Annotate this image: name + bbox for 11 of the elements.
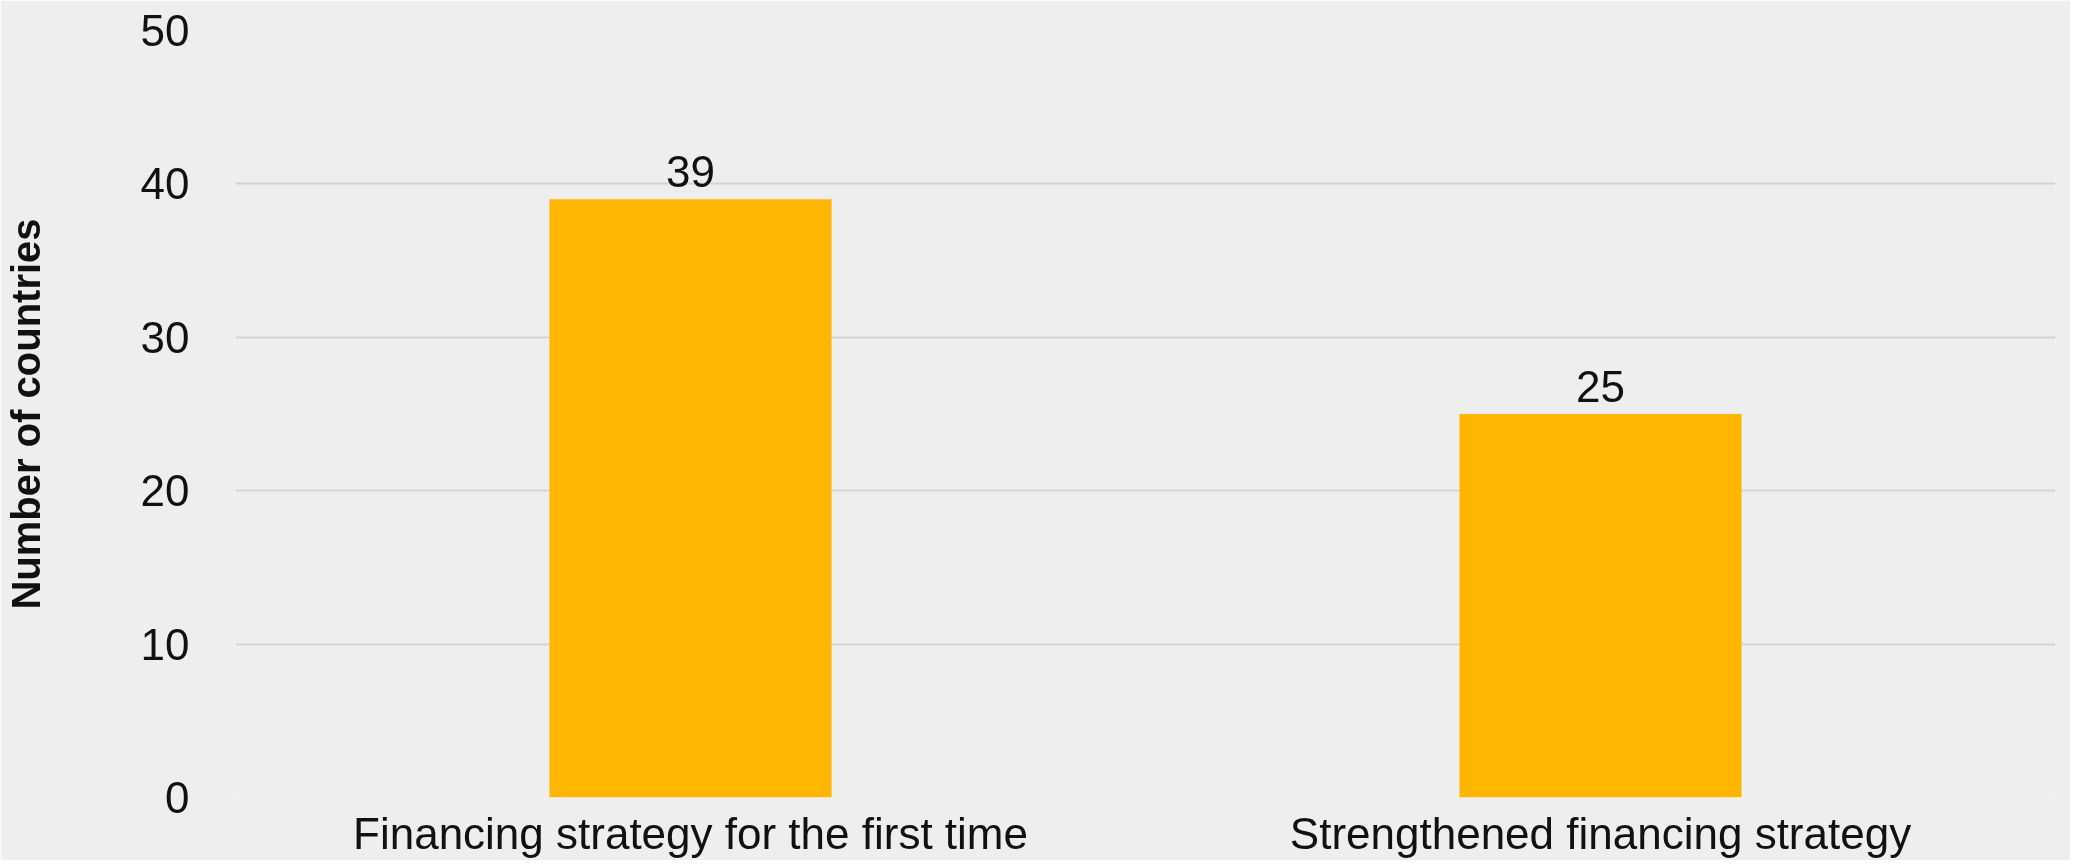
x-tick-label: Financing strategy for the first time — [353, 808, 1028, 858]
y-tick-label: 20 — [140, 466, 190, 516]
y-tick-label: 30 — [140, 312, 190, 362]
x-tick-label: Strengthened financing strategy — [1289, 808, 1912, 858]
y-tick-label: 40 — [140, 159, 190, 209]
y-tick-label: 50 — [140, 6, 190, 55]
y-axis-title: Number of countries — [3, 218, 48, 610]
data-label: 39 — [666, 147, 715, 197]
y-tick-label: 0 — [165, 773, 190, 822]
y-tick-label: 10 — [140, 619, 190, 669]
data-label: 25 — [1576, 362, 1625, 411]
